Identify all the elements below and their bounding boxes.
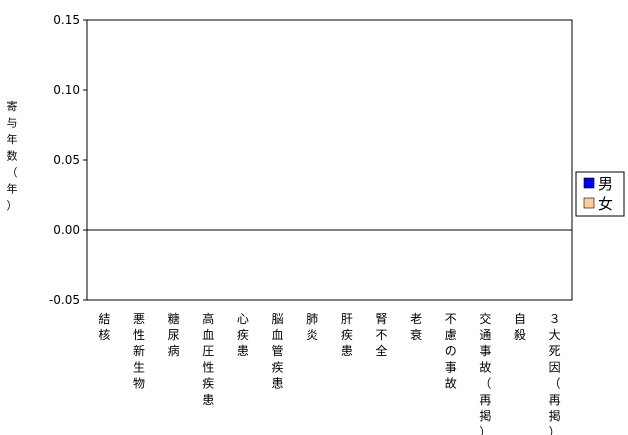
category-label: 心疾患 (237, 312, 249, 358)
y-tick-label: -0.05 (49, 293, 80, 307)
legend-label: 男 (598, 175, 613, 193)
y-tick-labels: -0.05 0.00 0.05 0.10 0.15 (49, 13, 80, 307)
y-tick-label: 0.05 (53, 153, 80, 167)
legend-swatch (583, 197, 595, 209)
y-tick-label: 0.00 (53, 223, 80, 237)
y-axis-label-text: 寄与年数（年） (7, 99, 18, 212)
category-label: 結核 (98, 312, 110, 342)
category-label: 糖尿病 (168, 311, 180, 358)
category-label: 悪性新生物 (133, 312, 145, 391)
category-label: 高血圧性疾患 (202, 311, 214, 407)
axes (83, 19, 573, 301)
legend-label: 女 (598, 195, 613, 213)
category-label: 腎不全 (375, 312, 387, 358)
category-label: 交通事故（再掲） (479, 311, 491, 435)
y-axis-label: 寄与年数（年） (7, 99, 18, 212)
category-label: 老衰 (410, 312, 422, 342)
legend: 男女 (575, 171, 625, 217)
category-label: 自殺 (514, 312, 526, 342)
category-label: 不慮の事故 (445, 312, 457, 391)
legend-swatch (583, 177, 595, 189)
category-label: 肝疾患 (341, 312, 353, 358)
category-label: ３大死因（再掲） (549, 312, 561, 435)
y-tick-label: 0.15 (53, 13, 80, 27)
category-labels: 結核 悪性新生物 糖尿病 高血圧性疾患 心疾患 脳血管疾患 肺炎 肝疾患 腎不全 老衰 不慮の事故 交… (98, 311, 560, 435)
category-label: 肺炎 (306, 312, 318, 342)
plot-area (86, 19, 573, 301)
category-label: 脳血管疾患 (272, 312, 284, 391)
y-tick-label: 0.10 (53, 83, 80, 97)
